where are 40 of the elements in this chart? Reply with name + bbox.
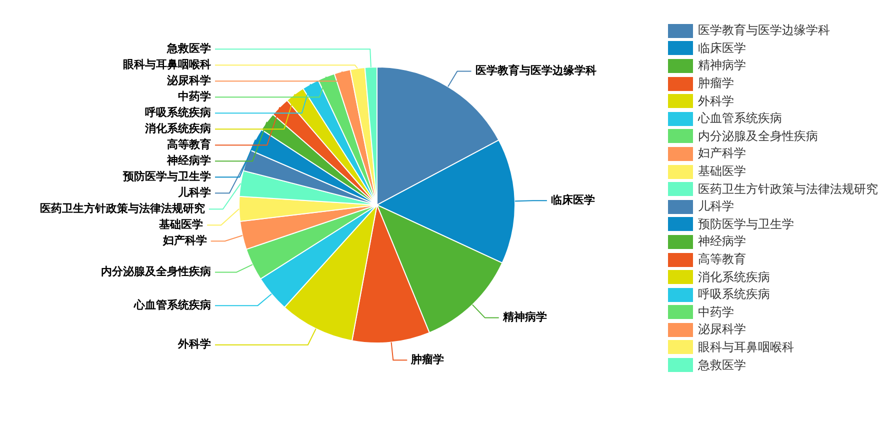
slice-label: 中药学 [178, 90, 211, 104]
slice-label: 消化系统疾病 [144, 122, 211, 136]
legend-label: 临床医学 [698, 40, 746, 57]
slice-label: 外科学 [177, 338, 211, 351]
legend-label: 基础医学 [698, 163, 746, 180]
legend-label: 外科学 [698, 92, 734, 110]
slice-label: 临床医学 [550, 193, 595, 206]
legend-label: 神经病学 [698, 233, 746, 250]
slice-label: 儿科学 [177, 186, 211, 200]
legend-label: 消化系统疾病 [698, 268, 770, 286]
slice-label: 精神病学 [502, 310, 547, 324]
slice-label: 神经病学 [166, 154, 211, 168]
slice-label: 高等教育 [167, 138, 211, 152]
legend-label: 预防医学与卫生学 [698, 216, 794, 233]
legend-label: 医学教育与医学边缘学科 [698, 22, 830, 40]
legend-label: 中药学 [698, 304, 734, 321]
slice-label: 呼吸系统疾病 [145, 106, 211, 120]
legend-label: 医药卫生方针政策与法律法规研究 [698, 180, 878, 198]
slice-label: 基础医学 [158, 218, 204, 232]
legend-label: 眼科与耳鼻咽喉科 [698, 338, 794, 356]
slice-label: 医学教育与医学边缘学科 [475, 64, 596, 78]
slice-label: 心血管系统疾病 [133, 298, 211, 312]
legend-label: 精神病学 [698, 57, 746, 74]
legend-label: 妇产科学 [698, 145, 746, 162]
slice-label: 泌尿科学 [166, 74, 211, 88]
legend-label: 儿科学 [698, 198, 734, 216]
legend-label: 急救医学 [698, 356, 746, 374]
legend-label: 泌尿科学 [698, 321, 746, 338]
slice-label: 急救医学 [166, 42, 211, 56]
legend-label: 心血管系统疾病 [698, 110, 782, 128]
legend-label: 肿瘤学 [698, 75, 734, 92]
slice-label: 眼科与耳鼻咽喉科 [123, 58, 211, 72]
legend-label: 呼吸系统疾病 [698, 286, 770, 304]
slice-label: 妇产科学 [162, 234, 207, 248]
slice-label: 肿瘤学 [410, 353, 444, 366]
legend-label: 高等教育 [698, 251, 746, 268]
slice-label: 预防医学与卫生学 [122, 170, 211, 184]
legend-label: 内分泌腺及全身性疾病 [698, 128, 818, 145]
slice-label: 内分泌腺及全身性疾病 [101, 265, 211, 278]
slice-label: 医药卫生方针政策与法律法规研究 [40, 202, 205, 216]
